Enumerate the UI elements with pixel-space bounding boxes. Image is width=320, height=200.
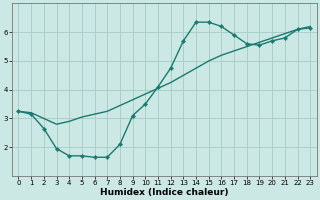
X-axis label: Humidex (Indice chaleur): Humidex (Indice chaleur) (100, 188, 228, 197)
